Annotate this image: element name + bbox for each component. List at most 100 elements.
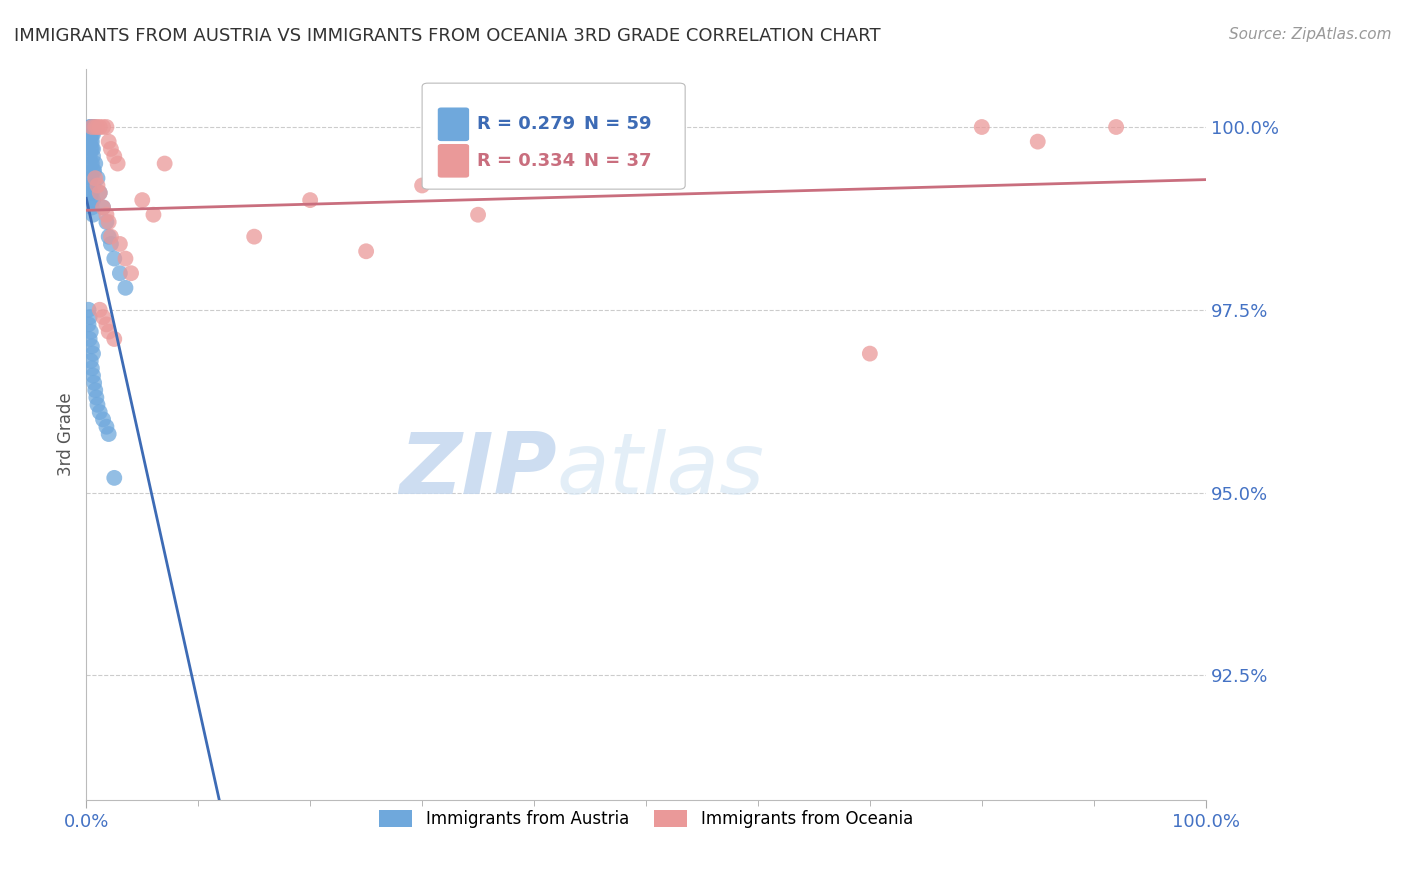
Point [97,229,120,244]
Point [299,193,322,207]
Point [80,186,103,200]
Text: IMMIGRANTS FROM AUSTRIA VS IMMIGRANTS FROM OCEANIA 3RD GRADE CORRELATION CHART: IMMIGRANTS FROM AUSTRIA VS IMMIGRANTS FR… [14,27,880,45]
Point [82,149,104,163]
Point [86,120,108,134]
Point [80,201,103,215]
Point [96,208,118,222]
Point [107,156,129,170]
Point [97,325,120,339]
Point [91,310,114,324]
Y-axis label: 3rd Grade: 3rd Grade [58,392,75,475]
Point [89,405,111,419]
Point [91,201,114,215]
Point [83,120,105,134]
Point [100,142,122,156]
Point [80,354,103,368]
Point [79,149,101,163]
Point [80,156,103,170]
Point [89,186,111,200]
Point [97,427,120,442]
Text: atlas: atlas [557,429,765,512]
Point [84,120,107,134]
Point [100,229,122,244]
Point [108,266,131,280]
Point [1105,120,1128,134]
Text: Source: ZipAtlas.com: Source: ZipAtlas.com [1229,27,1392,42]
Point [354,244,377,259]
Point [79,332,101,346]
Point [80,361,103,376]
Point [970,120,993,134]
Point [80,120,103,134]
Point [100,236,122,251]
Point [80,156,103,170]
Point [82,128,104,142]
Point [96,419,118,434]
Point [80,186,103,200]
Point [77,318,100,332]
Point [859,346,882,360]
Point [80,142,103,156]
Point [86,391,108,405]
Point [120,266,142,280]
Point [82,142,104,156]
Point [83,164,105,178]
Point [80,128,103,142]
Point [91,120,114,134]
Point [80,120,103,134]
Point [80,128,103,142]
Point [96,318,118,332]
Point [103,149,125,163]
Point [86,171,108,186]
Point [82,368,104,383]
Point [84,171,107,186]
Point [80,120,103,134]
Point [82,193,104,207]
FancyBboxPatch shape [437,107,470,141]
Point [142,208,165,222]
Point [80,193,103,207]
Point [80,171,103,186]
Point [97,135,120,149]
Point [80,142,103,156]
Point [103,471,125,485]
Point [80,135,103,149]
Point [96,120,118,134]
Point [103,252,125,266]
Point [89,186,111,200]
Point [97,215,120,229]
Point [1026,135,1049,149]
Point [84,156,107,170]
Point [77,302,100,317]
Text: ZIP: ZIP [399,429,557,512]
Text: N = 37: N = 37 [583,152,651,169]
Point [83,376,105,390]
Point [467,208,489,222]
Point [80,171,103,186]
Point [89,302,111,317]
Point [84,383,107,397]
FancyBboxPatch shape [422,83,685,189]
Point [114,252,136,266]
Point [114,281,136,295]
Legend: Immigrants from Austria, Immigrants from Oceania: Immigrants from Austria, Immigrants from… [373,804,920,835]
Point [82,178,104,193]
Point [80,325,103,339]
Text: N = 59: N = 59 [583,115,651,133]
Point [80,339,103,353]
Point [103,332,125,346]
Point [153,156,176,170]
Point [131,193,153,207]
Point [82,164,104,178]
Text: R = 0.334: R = 0.334 [477,152,575,169]
Point [96,215,118,229]
FancyBboxPatch shape [437,144,470,178]
Point [79,135,101,149]
Point [243,229,266,244]
Point [91,412,114,426]
Point [80,135,103,149]
Point [82,208,104,222]
Point [108,236,131,251]
Point [82,346,104,360]
Point [89,120,111,134]
